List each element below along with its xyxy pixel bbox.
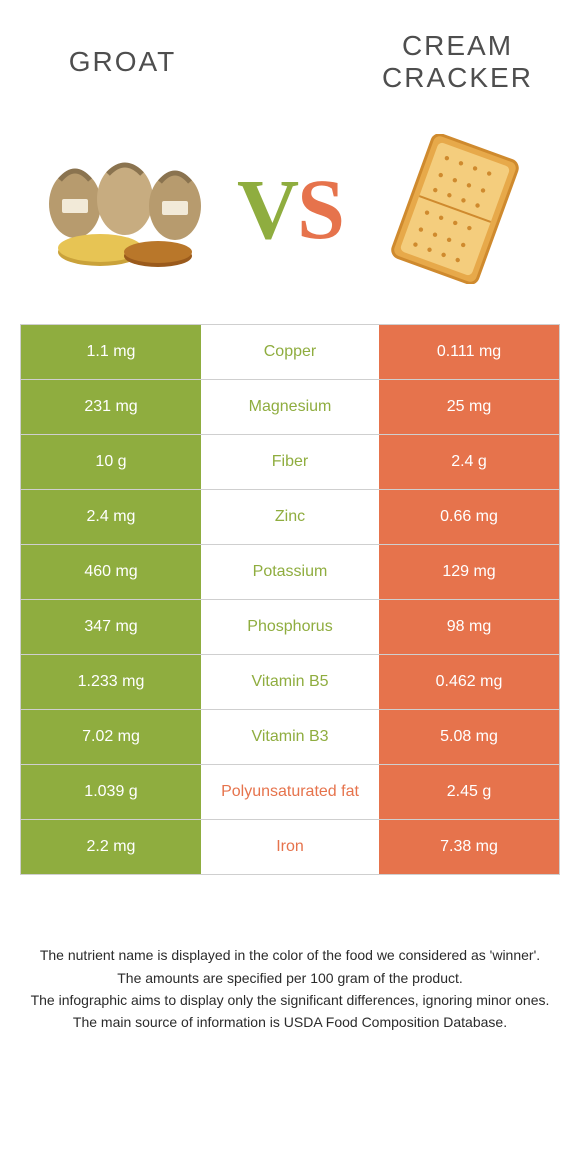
nutrient-name: Polyunsaturated fat (221, 783, 359, 801)
right-value-cell: 0.111 mg (379, 325, 559, 379)
left-value: 10 g (95, 453, 126, 471)
nutrient-name-cell: Zinc (201, 490, 379, 544)
table-row: 2.2 mg Iron 7.38 mg (21, 819, 559, 874)
footer-notes: The nutrient name is displayed in the co… (30, 945, 550, 1032)
nutrient-name-cell: Vitamin B3 (201, 710, 379, 764)
hero-row: VS (0, 104, 580, 324)
table-row: 1.233 mg Vitamin B5 0.462 mg (21, 654, 559, 709)
left-value-cell: 10 g (21, 435, 201, 489)
right-value: 2.4 g (451, 453, 487, 471)
left-value-cell: 460 mg (21, 545, 201, 599)
nutrient-name-cell: Vitamin B5 (201, 655, 379, 709)
groat-icon (30, 144, 220, 274)
left-value: 1.233 mg (78, 673, 145, 691)
left-food-image (30, 144, 220, 274)
left-value-cell: 1.1 mg (21, 325, 201, 379)
note-line: The infographic aims to display only the… (30, 990, 550, 1010)
left-value-cell: 2.2 mg (21, 820, 201, 874)
right-value: 25 mg (447, 398, 491, 416)
left-value: 7.02 mg (82, 728, 140, 746)
nutrient-name-cell: Polyunsaturated fat (201, 765, 379, 819)
left-value: 460 mg (84, 563, 137, 581)
left-value: 2.2 mg (87, 838, 136, 856)
right-value-cell: 25 mg (379, 380, 559, 434)
nutrient-name-cell: Phosphorus (201, 600, 379, 654)
right-food-image (360, 134, 550, 284)
left-value-cell: 1.233 mg (21, 655, 201, 709)
nutrient-name-cell: Iron (201, 820, 379, 874)
right-value-cell: 2.45 g (379, 765, 559, 819)
left-value-cell: 231 mg (21, 380, 201, 434)
right-value-cell: 2.4 g (379, 435, 559, 489)
right-value: 7.38 mg (440, 838, 498, 856)
note-line: The nutrient name is displayed in the co… (30, 945, 550, 965)
left-value-cell: 7.02 mg (21, 710, 201, 764)
table-row: 347 mg Phosphorus 98 mg (21, 599, 559, 654)
left-value: 2.4 mg (87, 508, 136, 526)
vs-v: V (237, 161, 297, 257)
nutrient-name: Zinc (275, 508, 305, 526)
comparison-table: 1.1 mg Copper 0.111 mg 231 mg Magnesium 25 mg… (20, 324, 560, 875)
right-value-cell: 129 mg (379, 545, 559, 599)
right-value-cell: 5.08 mg (379, 710, 559, 764)
table-row: 460 mg Potassium 129 mg (21, 544, 559, 599)
nutrient-name: Vitamin B5 (251, 673, 328, 691)
left-food-title: Groat (10, 46, 235, 78)
nutrient-name-cell: Potassium (201, 545, 379, 599)
right-value: 0.462 mg (436, 673, 503, 691)
table-row: 231 mg Magnesium 25 mg (21, 379, 559, 434)
cracker-icon (375, 134, 535, 284)
left-value: 1.1 mg (87, 343, 136, 361)
right-value-cell: 0.462 mg (379, 655, 559, 709)
table-row: 7.02 mg Vitamin B3 5.08 mg (21, 709, 559, 764)
right-value: 0.111 mg (437, 343, 501, 361)
nutrient-name: Vitamin B3 (251, 728, 328, 746)
right-value: 5.08 mg (440, 728, 498, 746)
nutrient-name: Fiber (272, 453, 308, 471)
nutrient-name: Phosphorus (247, 618, 332, 636)
left-value: 231 mg (84, 398, 137, 416)
right-value: 0.66 mg (440, 508, 498, 526)
vs-slot: VS (220, 166, 360, 252)
table-row: 1.039 g Polyunsaturated fat 2.45 g (21, 764, 559, 819)
nutrient-name-cell: Fiber (201, 435, 379, 489)
vs-label: VS (220, 166, 360, 252)
right-title-slot: Cream Cracker (345, 30, 570, 94)
left-value-cell: 2.4 mg (21, 490, 201, 544)
nutrient-name: Magnesium (249, 398, 332, 416)
infographic-root: Groat Cream Cracker (0, 0, 580, 1055)
nutrient-name: Potassium (253, 563, 328, 581)
vs-s: S (297, 161, 343, 257)
table-row: 10 g Fiber 2.4 g (21, 434, 559, 489)
right-value: 2.45 g (447, 783, 491, 801)
nutrient-name-cell: Magnesium (201, 380, 379, 434)
note-line: The main source of information is USDA F… (30, 1012, 550, 1032)
table-row: 2.4 mg Zinc 0.66 mg (21, 489, 559, 544)
title-row: Groat Cream Cracker (0, 0, 580, 104)
right-value: 98 mg (447, 618, 491, 636)
right-value: 129 mg (442, 563, 495, 581)
nutrient-name: Copper (264, 343, 316, 361)
right-value-cell: 0.66 mg (379, 490, 559, 544)
left-value: 347 mg (84, 618, 137, 636)
right-value-cell: 98 mg (379, 600, 559, 654)
nutrient-name: Iron (276, 838, 304, 856)
note-line: The amounts are specified per 100 gram o… (30, 968, 550, 988)
right-food-title: Cream Cracker (345, 30, 570, 94)
nutrient-name-cell: Copper (201, 325, 379, 379)
left-value-cell: 347 mg (21, 600, 201, 654)
left-title-slot: Groat (10, 46, 235, 78)
left-value-cell: 1.039 g (21, 765, 201, 819)
left-value: 1.039 g (84, 783, 137, 801)
right-value-cell: 7.38 mg (379, 820, 559, 874)
table-row: 1.1 mg Copper 0.111 mg (21, 324, 559, 379)
